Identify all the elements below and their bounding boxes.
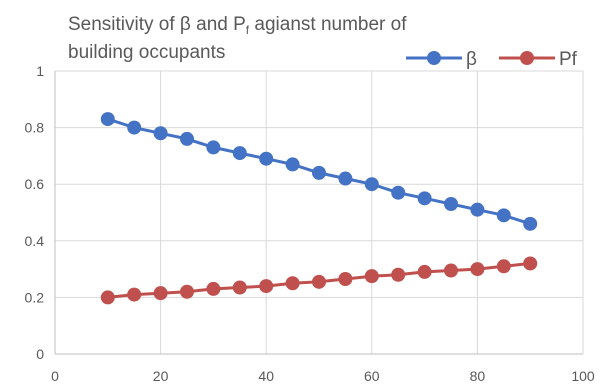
x-tick-label: 20 [153,368,169,384]
y-tick-label: 0.4 [25,233,45,249]
chart-title-line2: building occupants [68,42,225,63]
data-point-pf [259,279,274,294]
data-point-beta [391,185,406,200]
data-point-pf [391,267,406,282]
series-group [100,112,538,305]
y-tick-label: 1 [36,63,44,79]
y-tick-label: 0.6 [25,176,45,192]
data-point-pf [285,276,300,291]
chart-title-subscript: f [246,23,250,37]
data-point-beta [180,131,194,146]
data-point-pf [153,286,168,301]
data-point-beta [444,197,458,212]
legend-label-beta: β [466,49,477,70]
data-point-beta [127,120,142,135]
chart-title-line1-before: Sensitivity of β and P [68,14,246,35]
data-point-pf [364,269,379,284]
data-point-pf [206,281,221,296]
data-point-beta [259,151,274,166]
legend-label-pf: Pf [559,49,578,70]
data-point-pf [523,256,538,271]
data-point-pf [338,272,353,287]
y-tick-labels: 0 0.2 0.4 0.6 0.8 1 [25,63,45,362]
data-point-beta [285,157,300,172]
data-point-pf [417,264,432,279]
data-point-beta [470,202,485,217]
legend: β Pf [406,49,578,70]
data-point-beta [338,171,353,186]
y-tick-label: 0 [36,346,44,362]
data-point-pf [180,284,194,299]
data-point-pf [127,287,142,302]
x-tick-label: 40 [258,368,274,384]
data-point-beta [364,177,379,192]
x-tick-label: 100 [571,368,595,384]
chart-title-line1: Sensitivity of β and Pf agianst number o… [68,14,407,37]
axes [54,71,583,355]
data-point-beta [100,112,115,127]
data-point-pf [312,274,326,289]
data-point-beta [153,126,168,141]
y-tick-label: 0.2 [25,289,45,305]
y-tick-label: 0.8 [25,120,45,136]
data-point-pf [444,263,458,278]
data-point-pf [470,262,485,277]
legend-marker-beta [427,51,441,65]
data-point-beta [417,191,432,206]
legend-marker-pf [520,51,534,65]
data-point-pf [496,259,511,274]
x-tick-label: 80 [470,368,486,384]
gridlines [55,70,584,354]
x-tick-labels: 0 20 40 60 80 100 [51,368,595,384]
data-point-beta [232,146,247,161]
data-point-pf [232,280,247,295]
data-point-beta [206,140,221,155]
data-point-beta [496,208,511,223]
data-point-beta [523,216,538,231]
x-tick-label: 0 [51,368,59,384]
data-point-pf [100,290,115,305]
x-tick-label: 60 [364,368,380,384]
data-point-beta [312,165,326,180]
chart-title-line1-after: agianst number of [249,14,407,35]
